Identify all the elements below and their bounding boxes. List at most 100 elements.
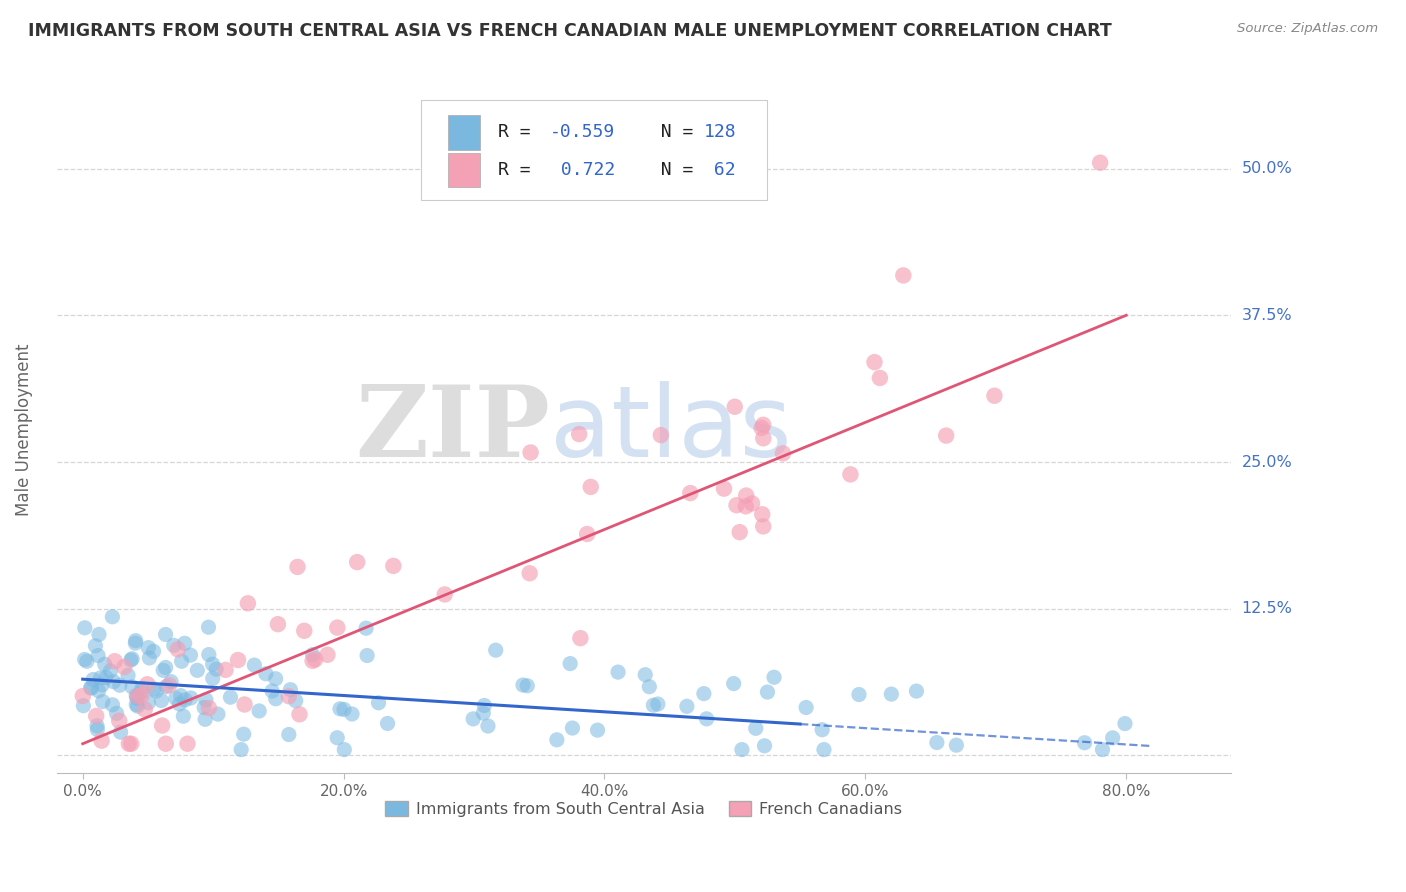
Point (811, 723, 834, 737)
Point (880, 687, 903, 701)
Text: R =: R = (498, 161, 541, 179)
Point (198, 648, 221, 662)
Point (477, 719, 499, 733)
Point (304, 652, 326, 666)
Point (367, 696, 389, 710)
Text: -0.559: -0.559 (550, 123, 614, 141)
Point (756, 685, 779, 699)
Point (108, 678, 131, 692)
Point (112, 660, 135, 674)
Point (117, 668, 139, 682)
Point (73, 652, 96, 666)
Point (945, 738, 967, 752)
Point (301, 654, 323, 668)
Point (163, 639, 186, 653)
Point (340, 706, 363, 721)
Point (170, 654, 193, 668)
Point (179, 648, 201, 662)
Point (145, 684, 167, 698)
Point (634, 667, 657, 681)
Text: ZIP: ZIP (354, 381, 550, 478)
Point (512, 678, 534, 692)
Point (264, 672, 287, 686)
Point (723, 676, 745, 690)
Point (194, 712, 217, 726)
Point (354, 621, 377, 635)
Point (72, 698, 94, 713)
Text: R =: R = (498, 123, 541, 141)
Point (752, 519, 775, 533)
Point (91, 694, 114, 708)
Text: 25.0%: 25.0% (1241, 455, 1292, 469)
Point (93, 657, 115, 672)
Point (100, 664, 122, 678)
Point (193, 700, 215, 714)
Point (301, 648, 323, 662)
Point (197, 620, 219, 634)
Point (124, 633, 146, 648)
Point (157, 678, 180, 692)
Point (925, 735, 948, 749)
Point (201, 657, 224, 672)
Point (292, 624, 315, 638)
Point (568, 427, 591, 442)
Point (76, 654, 98, 668)
Text: 37.5%: 37.5% (1241, 308, 1292, 323)
Point (120, 653, 142, 667)
Point (560, 657, 582, 671)
Point (136, 677, 159, 691)
Point (735, 489, 758, 503)
Point (576, 527, 599, 541)
Point (433, 587, 456, 601)
Point (91, 678, 114, 692)
Point (127, 699, 149, 714)
Point (243, 658, 266, 673)
Point (118, 737, 141, 751)
Point (233, 698, 256, 712)
Text: 128: 128 (703, 123, 737, 141)
Point (745, 722, 768, 736)
Point (155, 737, 177, 751)
Point (150, 718, 173, 732)
Point (205, 662, 228, 676)
Point (207, 707, 229, 722)
Text: N =: N = (638, 161, 704, 179)
Point (87, 627, 110, 641)
Point (84, 639, 107, 653)
Point (794, 700, 817, 714)
Point (346, 555, 368, 569)
Point (607, 665, 630, 679)
Point (104, 654, 127, 668)
Point (763, 670, 786, 684)
Point (87, 648, 110, 663)
Point (79, 681, 101, 695)
Point (101, 698, 124, 712)
Point (519, 445, 541, 459)
FancyBboxPatch shape (447, 153, 481, 187)
Point (219, 690, 242, 705)
Y-axis label: Male Unemployment: Male Unemployment (15, 343, 32, 516)
Point (728, 525, 751, 540)
Point (232, 727, 254, 741)
Point (142, 681, 165, 696)
Text: 62: 62 (703, 161, 737, 179)
Point (326, 621, 349, 635)
Point (73, 621, 96, 635)
Point (170, 689, 193, 703)
Text: 50.0%: 50.0% (1241, 161, 1292, 176)
Point (983, 389, 1005, 403)
Point (173, 636, 195, 650)
Point (724, 400, 747, 414)
Point (586, 723, 609, 738)
Point (125, 691, 148, 706)
Point (127, 689, 149, 703)
Point (174, 693, 197, 707)
Point (103, 674, 125, 689)
Point (734, 500, 756, 514)
Point (214, 663, 236, 677)
Point (108, 714, 131, 728)
Point (1091, 742, 1114, 756)
Point (472, 698, 495, 713)
Point (124, 636, 146, 650)
Point (72, 689, 94, 703)
